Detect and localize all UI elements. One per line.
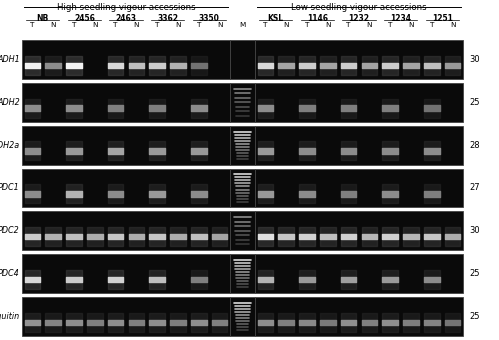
Text: High seedling vigour accessions: High seedling vigour accessions: [57, 3, 195, 12]
Bar: [255, 83, 463, 122]
Bar: [255, 126, 463, 165]
Text: 1232: 1232: [348, 14, 369, 23]
Text: 25: 25: [469, 312, 480, 321]
Text: PDC4: PDC4: [0, 269, 20, 278]
Text: T: T: [72, 22, 76, 28]
Text: KSL: KSL: [268, 14, 284, 23]
Bar: [255, 169, 463, 207]
Text: N: N: [367, 22, 372, 28]
Text: ADH2: ADH2: [0, 98, 20, 107]
Text: 1234: 1234: [390, 14, 411, 23]
Bar: [230, 297, 255, 336]
Text: 25: 25: [469, 269, 480, 278]
Text: 3362: 3362: [157, 14, 178, 23]
Text: N: N: [217, 22, 223, 28]
Text: M: M: [240, 22, 246, 28]
Bar: [22, 40, 230, 79]
Text: N: N: [450, 22, 456, 28]
Bar: [230, 169, 255, 207]
Text: N: N: [325, 22, 330, 28]
Text: 30: 30: [469, 55, 480, 64]
Text: T: T: [305, 22, 309, 28]
Text: 2463: 2463: [115, 14, 137, 23]
Bar: [22, 254, 230, 293]
Bar: [22, 169, 230, 207]
Text: ADH1: ADH1: [0, 55, 20, 64]
Bar: [22, 297, 230, 336]
Text: T: T: [197, 22, 201, 28]
Text: N: N: [134, 22, 139, 28]
Bar: [255, 211, 463, 250]
Bar: [230, 40, 255, 79]
Text: N: N: [92, 22, 98, 28]
Text: NB: NB: [37, 14, 49, 23]
Text: N: N: [50, 22, 56, 28]
Text: T: T: [346, 22, 351, 28]
Bar: [230, 254, 255, 293]
Text: 1251: 1251: [432, 14, 453, 23]
Text: N: N: [408, 22, 414, 28]
Bar: [255, 40, 463, 79]
Text: N: N: [175, 22, 181, 28]
Bar: [230, 126, 255, 165]
Text: T: T: [263, 22, 267, 28]
Text: 2456: 2456: [74, 14, 95, 23]
Text: PDC2: PDC2: [0, 226, 20, 235]
Bar: [255, 254, 463, 293]
Text: 28: 28: [469, 141, 480, 150]
Text: 25: 25: [469, 98, 480, 107]
Text: Ubiquitin: Ubiquitin: [0, 312, 20, 321]
Text: PDC1: PDC1: [0, 184, 20, 192]
Text: 3350: 3350: [199, 14, 220, 23]
Text: Low seedling vigour accessions: Low seedling vigour accessions: [291, 3, 427, 12]
Text: 27: 27: [469, 184, 480, 192]
Bar: [22, 83, 230, 122]
Text: T: T: [30, 22, 34, 28]
Bar: [22, 211, 230, 250]
Bar: [255, 297, 463, 336]
Text: T: T: [388, 22, 392, 28]
Text: 30: 30: [469, 226, 480, 235]
Text: T: T: [430, 22, 434, 28]
Text: N: N: [283, 22, 289, 28]
Text: T: T: [155, 22, 159, 28]
Text: T: T: [113, 22, 118, 28]
Bar: [230, 83, 255, 122]
Text: ALDH2a: ALDH2a: [0, 141, 20, 150]
Text: 1146: 1146: [307, 14, 328, 23]
Bar: [22, 126, 230, 165]
Bar: [230, 211, 255, 250]
